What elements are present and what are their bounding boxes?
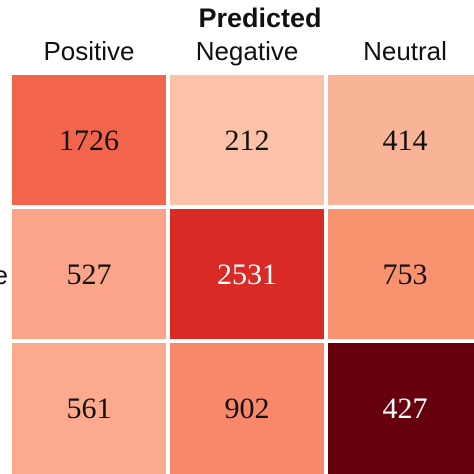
cell-value-r2-c1: 902 (225, 392, 270, 425)
heatmap-cell-r1-c1 (170, 209, 324, 339)
heatmap-cell-r0-c2 (328, 75, 474, 205)
heatmap-cell-r1-c0 (12, 209, 166, 339)
column-label-neutral: Neutral (363, 36, 447, 66)
heatmap-cells: 1726 212 414 527 2531 753 561 902 427 (12, 75, 474, 474)
column-label-negative: Negative (196, 36, 299, 66)
heatmap-cell-r2-c1 (170, 343, 324, 474)
cell-value-r0-c2: 414 (383, 124, 428, 157)
column-labels: Positive Negative Neutral (43, 36, 446, 66)
heatmap-cell-r1-c2 (328, 209, 474, 339)
heatmap-cell-r2-c0 (12, 343, 166, 474)
column-label-positive: Positive (43, 36, 134, 66)
heatmap-cell-r2-c2 (328, 343, 474, 474)
cell-value-r0-c0: 1726 (59, 124, 119, 157)
cell-value-r2-c2: 427 (383, 392, 428, 425)
heatmap-cell-r0-c1 (170, 75, 324, 205)
heatmap-cell-r0-c0 (12, 75, 166, 205)
cell-value-r1-c1: 2531 (217, 258, 277, 291)
cell-value-r0-c1: 212 (225, 124, 270, 157)
cell-value-r2-c0: 561 (67, 392, 112, 425)
cell-value-r1-c0: 527 (67, 258, 112, 291)
chart-title: Predicted (198, 3, 321, 33)
cell-value-r1-c2: 753 (383, 258, 428, 291)
row-label-1: e (0, 260, 8, 290)
row-labels: e (0, 260, 8, 290)
